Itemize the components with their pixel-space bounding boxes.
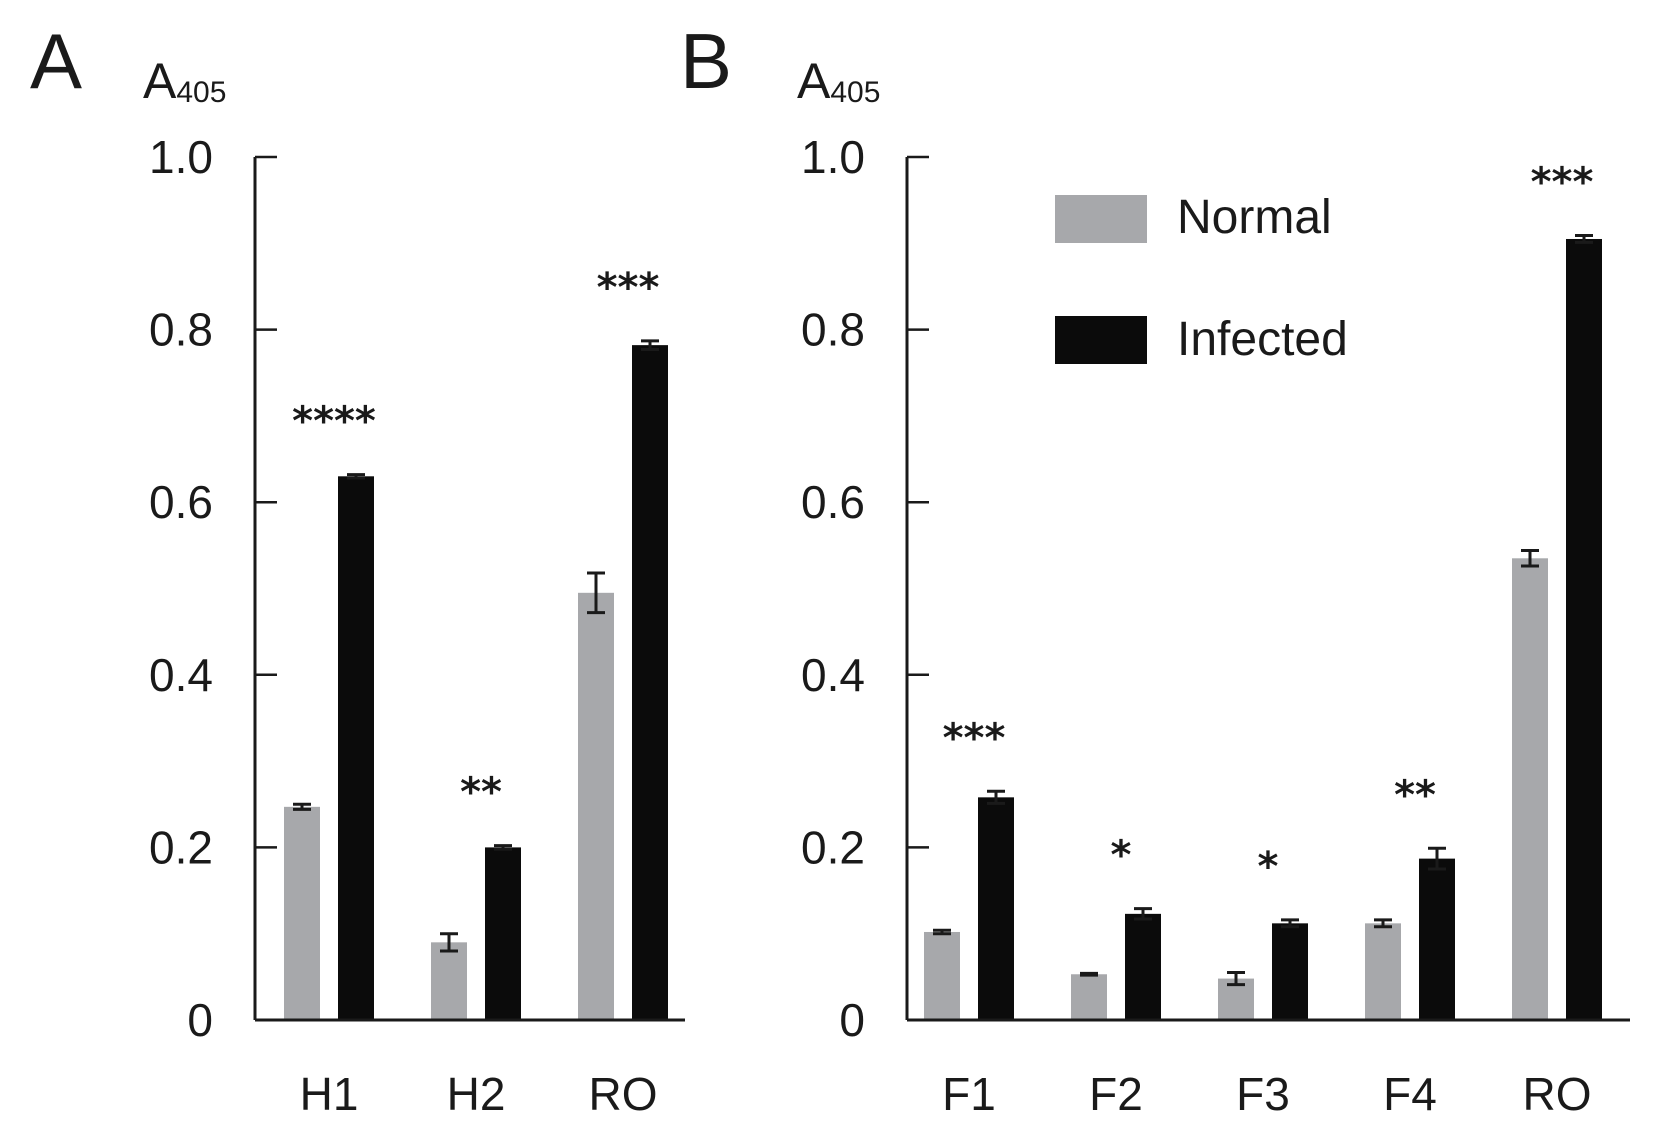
- panel-a-y-tick-label: 0: [187, 994, 213, 1046]
- panel-a-bar-infected-h2: [485, 847, 521, 1020]
- panel-a-category-label-h2: H2: [447, 1068, 506, 1120]
- panel-a-plot-area: 0 0.2 0.4 0.6 0.8 1.0 **** H1 ** H2 *** RO: [149, 131, 685, 1120]
- panel-b-plot-area: 0 0.2 0.4 0.6 0.8 1.0 *** F1 * F2 * F3 ** F4 *** RO: [801, 131, 1630, 1120]
- panel-b-category-label-f4: F4: [1383, 1068, 1437, 1120]
- legend-label-normal: Normal: [1177, 191, 1332, 244]
- panel-a-y-tick-label: 0.6: [149, 476, 213, 528]
- panel-b-y-tick-label: 0.2: [801, 821, 865, 873]
- panel-a-y-tick-label: 1.0: [149, 131, 213, 183]
- panel-b-y-tick-label: 0: [839, 994, 865, 1046]
- panel-a-category-label-ro: RO: [589, 1068, 658, 1120]
- panel-a-bar-normal-h2: [431, 942, 467, 1020]
- legend-label-infected: Infected: [1177, 313, 1348, 366]
- panel-a-significance-ro: ***: [597, 265, 660, 311]
- panel-a-error-bar-normal-h2: [440, 932, 458, 953]
- panel-b-bar-infected-f4: [1419, 858, 1455, 1020]
- panel-b-error-bar-infected-f4: [1428, 846, 1446, 871]
- panel-b-error-bar-normal-f4: [1374, 918, 1392, 929]
- panel-b-error-bar-infected-f3: [1281, 918, 1299, 929]
- panel-b-error-bar-normal-f3: [1227, 971, 1245, 987]
- panel-b-significance-ro: ***: [1531, 160, 1594, 206]
- panel-a-bar-normal-ro: [578, 592, 614, 1020]
- panel-a-error-bar-normal-ro: [587, 571, 605, 615]
- panel-b-bar-normal-ro: [1512, 558, 1548, 1020]
- legend-swatch-infected: [1055, 316, 1147, 364]
- panel-b-significance-f3: *: [1258, 844, 1279, 890]
- panel-b-bar-normal-f2: [1071, 974, 1107, 1020]
- legend-swatch-normal: [1055, 195, 1147, 243]
- panel-b-bar-infected-ro: [1566, 238, 1602, 1021]
- panel-b-letter: B: [680, 17, 732, 105]
- panel-a-bar-infected-h1: [338, 476, 374, 1020]
- panel-b-category-label-ro: RO: [1523, 1068, 1592, 1120]
- panel-b-category-label-f3: F3: [1236, 1068, 1290, 1120]
- panel-b-bar-infected-f3: [1272, 923, 1308, 1020]
- panel-a: A A405 00.20.40.60.81.0****H1**H2***RO: [30, 17, 685, 1120]
- panel-a-bar-normal-h1: [284, 806, 320, 1020]
- panel-a-error-bar-infected-h2: [494, 844, 512, 851]
- panel-b-significance-f1: ***: [943, 715, 1006, 761]
- panel-b-bar-infected-f2: [1125, 913, 1161, 1020]
- panel-b-y-tick-label: 1.0: [801, 131, 865, 183]
- panel-b-error-bar-infected-f2: [1134, 907, 1152, 921]
- panel-b-error-bar-normal-f2: [1080, 971, 1098, 977]
- panel-a-bar-infected-ro: [632, 345, 668, 1020]
- panel-b-bar-normal-f1: [924, 931, 960, 1020]
- panel-b-ylabel: A405: [797, 53, 880, 109]
- panel-b-significance-f4: **: [1394, 772, 1436, 818]
- panel-a-y-tick-label: 0.8: [149, 304, 213, 356]
- panel-b-bar-infected-f1: [978, 797, 1014, 1020]
- panel-a-category-label-h1: H1: [300, 1068, 359, 1120]
- panel-a-ylabel: A405: [143, 53, 226, 109]
- panel-a-error-bar-infected-h1: [347, 473, 365, 480]
- legend: Normal Infected: [1055, 191, 1348, 366]
- panel-a-letter: A: [30, 17, 82, 105]
- panel-a-y-tick-label: 0.2: [149, 821, 213, 873]
- panel-b-error-bar-infected-f1: [987, 789, 1005, 805]
- panel-b-ylabel-sub: 405: [830, 76, 880, 109]
- panel-b-error-bar-infected-ro: [1575, 234, 1593, 244]
- panel-b-y-tick-label: 0.8: [801, 304, 865, 356]
- panel-b-ylabel-main: A: [797, 53, 831, 109]
- panel-b-y-tick-label: 0.6: [801, 476, 865, 528]
- panel-a-significance-h1: ****: [292, 399, 376, 445]
- panel-b-bar-normal-f4: [1365, 923, 1401, 1020]
- panel-b-significance-f2: *: [1111, 833, 1132, 879]
- panel-b-error-bar-normal-ro: [1521, 549, 1539, 568]
- panel-b-error-bar-normal-f1: [933, 928, 951, 936]
- panel-b-category-label-f2: F2: [1089, 1068, 1143, 1120]
- panel-a-y-tick-label: 0.4: [149, 649, 213, 701]
- panel-b: B A405 0 0.2 0.4 0.6 0.8 1.0 *** F1 * F2 * F3 ** F4 **…: [680, 17, 1630, 1120]
- panel-b-category-label-f1: F1: [942, 1068, 996, 1120]
- panel-b-y-tick-label: 0.4: [801, 649, 865, 701]
- panel-a-error-bar-normal-h1: [293, 802, 311, 811]
- panel-a-error-bar-infected-ro: [641, 339, 659, 351]
- panel-a-significance-h2: **: [460, 770, 502, 816]
- panel-a-ylabel-sub: 405: [176, 76, 226, 109]
- panel-a-ylabel-main: A: [143, 53, 177, 109]
